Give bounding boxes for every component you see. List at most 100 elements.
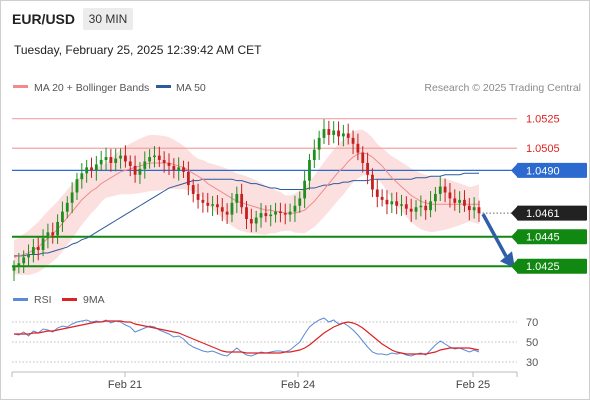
- time-axis: Feb 21 Feb 24 Feb 25: [11, 372, 518, 391]
- candle-body: [36, 247, 40, 251]
- candle-body: [288, 211, 292, 215]
- forecast-arrow-head: [500, 251, 515, 269]
- ma50-legend-label: MA 50: [176, 82, 206, 94]
- candle-body: [400, 204, 403, 206]
- candle-body: [99, 160, 103, 165]
- candle-body: [279, 211, 282, 214]
- time-tick-label: Feb 24: [281, 379, 315, 391]
- candle-body: [196, 193, 200, 200]
- chart-timestamp: Tuesday, February 25, 2025 12:39:42 AM C…: [14, 43, 262, 57]
- ma9-legend-label: 9MA: [83, 294, 105, 306]
- forecast-arrow-shaft: [481, 213, 508, 258]
- ma20-legend-swatch: [13, 85, 28, 88]
- candle-body: [230, 202, 234, 215]
- candle-body: [458, 199, 462, 203]
- candle-body: [453, 198, 457, 203]
- candle-body: [293, 205, 297, 212]
- candle-body: [75, 179, 79, 193]
- candle-body: [463, 199, 466, 206]
- candle-body: [124, 155, 127, 162]
- candle-body: [448, 192, 452, 199]
- candle-body: [467, 205, 471, 211]
- copyright-text: Research © 2025 Trading Central: [424, 82, 581, 94]
- candle-body: [351, 137, 355, 144]
- candle-body: [114, 158, 118, 163]
- candle-body: [51, 232, 55, 236]
- candle-body: [419, 205, 423, 208]
- price-label-pointer: [511, 162, 518, 178]
- ma50-line: [14, 172, 479, 257]
- candle-body: [395, 201, 399, 206]
- candle-body: [56, 221, 59, 236]
- candle-body: [327, 129, 331, 135]
- candle-body: [438, 186, 442, 194]
- candle-body: [148, 157, 152, 162]
- candle-body: [153, 155, 156, 158]
- ma50-legend-swatch: [156, 85, 171, 88]
- level-price-label: 1.0490: [526, 165, 560, 177]
- candle-body: [390, 201, 394, 205]
- candle-body: [182, 167, 185, 172]
- rsi-legend-label: RSI: [34, 294, 52, 306]
- symbol-title: EUR/USD: [12, 11, 76, 27]
- candle-body: [356, 143, 360, 153]
- resistance-price-label: 1.0525: [526, 114, 560, 126]
- rsi-legend-swatch: [13, 298, 28, 301]
- price-label-box: [517, 229, 587, 245]
- candle-body: [41, 238, 45, 251]
- candle-body: [104, 157, 108, 161]
- candle-body: [434, 193, 437, 202]
- candle-body: [240, 193, 244, 208]
- candle-body: [216, 204, 219, 208]
- candle-body: [90, 167, 93, 171]
- candle-body: [245, 207, 248, 220]
- candle-body: [186, 171, 190, 186]
- candle-body: [191, 185, 195, 194]
- candle-body: [220, 207, 224, 212]
- candle-body: [70, 192, 74, 203]
- candle-body: [308, 160, 311, 181]
- candle-body: [201, 199, 205, 203]
- candle-body: [109, 157, 113, 163]
- candle-body: [269, 214, 273, 217]
- candle-body: [472, 207, 476, 211]
- candle-body: [303, 180, 307, 199]
- candle-body: [443, 186, 447, 193]
- candle-body: [61, 211, 64, 222]
- candle-body: [380, 196, 384, 200]
- candle-body: [259, 213, 263, 218]
- candle-body: [177, 167, 181, 171]
- candle-body: [332, 130, 336, 135]
- resistance-price-label: 1.0505: [526, 143, 560, 155]
- candle-body: [46, 232, 50, 239]
- candle-body: [172, 165, 176, 171]
- candle-body: [385, 199, 389, 205]
- timeframe-badge[interactable]: 30 MIN: [83, 8, 133, 30]
- candle-body: [17, 263, 21, 267]
- time-tick-label: Feb 25: [456, 379, 490, 391]
- candle-body: [138, 168, 142, 175]
- candle-body: [65, 202, 69, 212]
- price-label-pointer: [511, 229, 518, 245]
- price-label-box: [517, 258, 587, 274]
- rsi-tick-label: 70: [526, 317, 538, 329]
- candle-body: [264, 213, 268, 217]
- rsi-tick-label: 30: [526, 357, 538, 369]
- candle-body: [27, 254, 30, 258]
- candle-body: [409, 208, 413, 212]
- candle-body: [133, 165, 137, 175]
- candle-body: [22, 257, 26, 264]
- candle-body: [12, 266, 16, 271]
- ma9-legend-swatch: [62, 298, 77, 301]
- chart-header: EUR/USD 30 MIN: [1, 1, 589, 35]
- candle-body: [375, 189, 379, 197]
- candle-body: [249, 219, 253, 224]
- candle-body: [346, 133, 350, 138]
- candle-body: [143, 161, 147, 169]
- candle-body: [94, 164, 98, 171]
- rsi-line: [13, 317, 480, 357]
- candle-body: [477, 207, 481, 214]
- candle-body: [31, 247, 35, 255]
- candle-body: [254, 217, 258, 224]
